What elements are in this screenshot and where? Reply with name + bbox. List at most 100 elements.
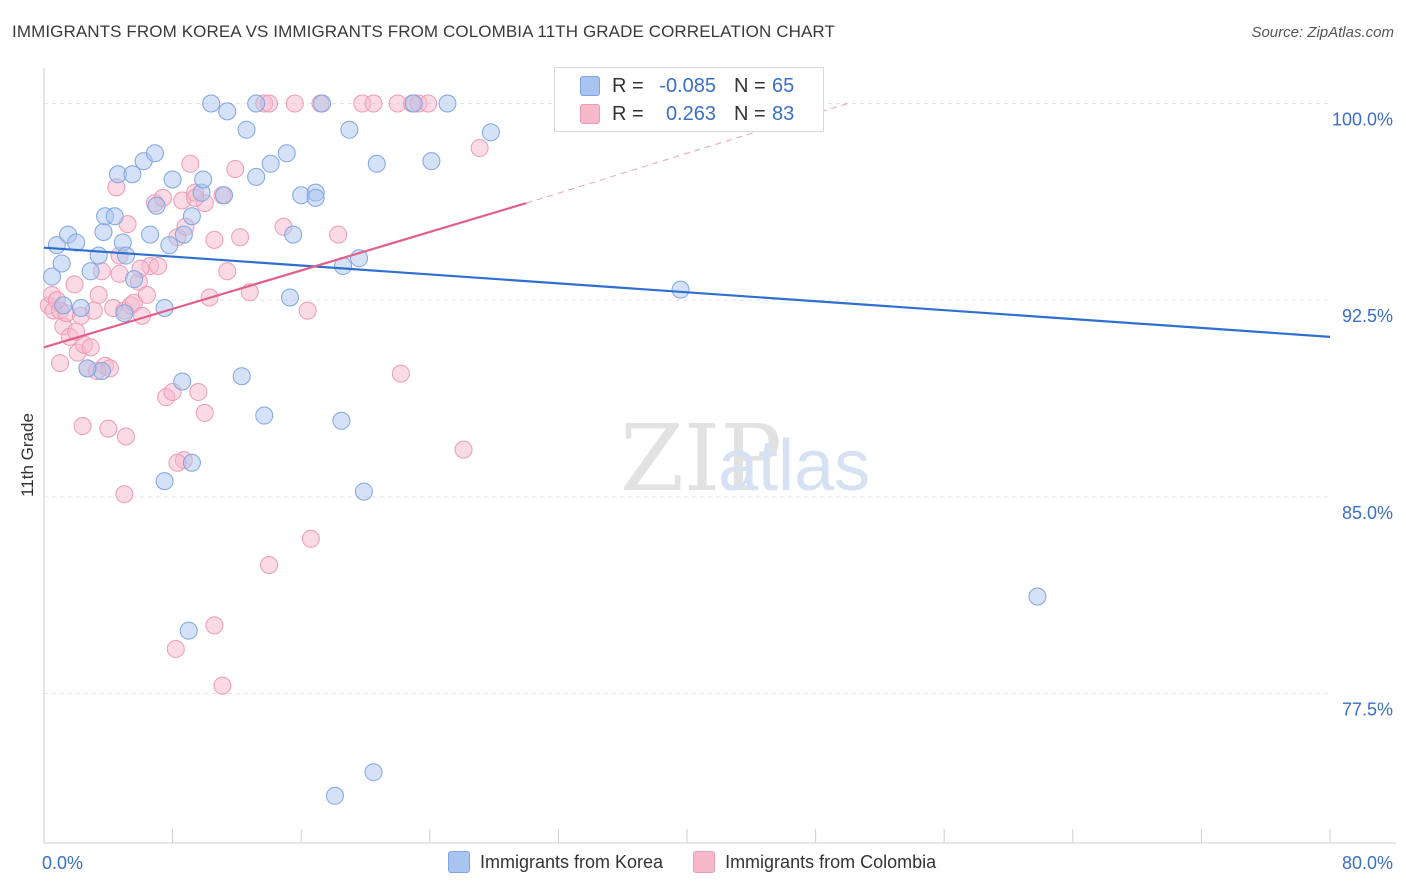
colombia-point — [218, 262, 237, 281]
colombia-point — [213, 676, 232, 695]
colombia-point — [298, 301, 317, 320]
colombia-point — [181, 154, 200, 173]
korea-point — [145, 144, 164, 163]
stats-row-korea: R = -0.085 N = 65 — [580, 73, 794, 99]
legend-item-korea[interactable]: Immigrants from Korea — [448, 851, 663, 873]
korea-point — [163, 170, 182, 189]
korea-point — [247, 167, 266, 186]
korea-point — [182, 453, 201, 472]
colombia-point — [65, 275, 84, 294]
trend-lines — [43, 102, 1331, 349]
colombia-point — [89, 285, 108, 304]
chart-title: IMMIGRANTS FROM KOREA VS IMMIGRANTS FROM… — [12, 22, 835, 41]
korea-point — [202, 94, 221, 113]
colombia-n-value: 83 — [772, 102, 795, 125]
korea-point — [481, 123, 500, 142]
colombia-point — [115, 485, 134, 504]
colombia-r-value: 0.263 — [665, 102, 716, 125]
colombia-n-label: N = — [734, 102, 766, 125]
korea-point — [125, 270, 144, 289]
korea-legend-swatch — [448, 851, 470, 873]
korea-point — [261, 154, 280, 173]
colombia-point — [166, 639, 185, 658]
korea-point — [115, 304, 134, 323]
korea-point — [89, 246, 108, 265]
korea-point — [67, 233, 86, 252]
korea-point — [367, 154, 386, 173]
korea-point — [194, 170, 213, 189]
korea-legend-label: Immigrants from Korea — [480, 851, 664, 872]
korea-point — [105, 207, 124, 226]
korea-point — [116, 246, 135, 265]
source-label: Source: ZipAtlas.com — [1251, 24, 1394, 41]
korea-point — [182, 207, 201, 226]
colombia-points — [39, 94, 489, 695]
korea-point — [340, 120, 359, 139]
colombia-point — [470, 139, 489, 158]
korea-point — [94, 222, 113, 241]
grid-lines — [44, 102, 1330, 695]
colombia-legend-swatch — [693, 851, 716, 873]
stats-row-colombia: R = 0.263 N = 83 — [580, 101, 794, 127]
korea-point — [332, 411, 351, 430]
colombia-point — [260, 556, 279, 575]
colombia-point — [329, 225, 348, 244]
korea-point — [247, 94, 266, 113]
korea-point — [218, 102, 237, 121]
korea-point — [173, 372, 192, 391]
colombia-point — [99, 419, 118, 438]
legend-item-colombia[interactable]: Immigrants from Colombia — [693, 851, 936, 873]
colombia-point — [205, 616, 224, 635]
colombia-point — [51, 354, 70, 373]
colombia-point — [116, 427, 135, 446]
x-tick-label-1: 80.0% — [1342, 853, 1393, 873]
colombia-trend-line — [43, 202, 527, 349]
y-tick-label-1: 85.0% — [1342, 503, 1393, 523]
colombia-point — [205, 230, 224, 249]
korea-point — [325, 786, 344, 805]
korea-points — [43, 94, 1047, 805]
y-axis-label: 11th Grade — [18, 413, 37, 497]
y-tick-label-3: 100.0% — [1332, 109, 1393, 129]
axes — [43, 68, 1396, 844]
korea-r-label: R = — [612, 74, 644, 97]
korea-n-value: 65 — [772, 74, 795, 97]
y-tick-label-2: 92.5% — [1342, 306, 1393, 326]
korea-point — [155, 472, 174, 491]
korea-point — [174, 225, 193, 244]
x-tick-labels: 0.0% 80.0% — [42, 853, 1393, 873]
watermark-zip: ZIP — [620, 405, 782, 512]
korea-point — [81, 262, 100, 281]
colombia-point — [285, 94, 304, 113]
colombia-point — [231, 228, 250, 247]
colombia-point — [454, 440, 473, 459]
korea-point — [232, 367, 251, 386]
korea-point — [280, 288, 299, 307]
y-tick-label-0: 77.5% — [1342, 700, 1393, 720]
x-tick-label-0: 0.0% — [42, 853, 83, 873]
colombia-swatch — [580, 104, 600, 124]
colombia-point — [301, 529, 320, 548]
korea-point — [277, 144, 296, 163]
korea-point — [671, 280, 690, 299]
series-legend: Immigrants from Korea Immigrants from Co… — [448, 851, 966, 873]
korea-point — [123, 165, 142, 184]
korea-point — [422, 152, 441, 171]
colombia-point — [364, 94, 383, 113]
korea-point — [54, 296, 73, 315]
korea-swatch — [580, 76, 600, 96]
colombia-point — [137, 285, 156, 304]
korea-point — [43, 267, 62, 286]
colombia-point — [189, 382, 208, 401]
colombia-r-label: R = — [612, 102, 644, 125]
y-tick-labels: 77.5% 85.0% 92.5% 100.0% — [1332, 109, 1393, 719]
colombia-point — [226, 160, 245, 179]
korea-point — [71, 299, 90, 318]
korea-point — [237, 120, 256, 139]
korea-point — [1028, 587, 1047, 606]
colombia-point — [149, 257, 168, 276]
colombia-point — [195, 403, 214, 422]
watermark-atlas: atlas — [718, 426, 870, 506]
korea-point — [160, 236, 179, 255]
